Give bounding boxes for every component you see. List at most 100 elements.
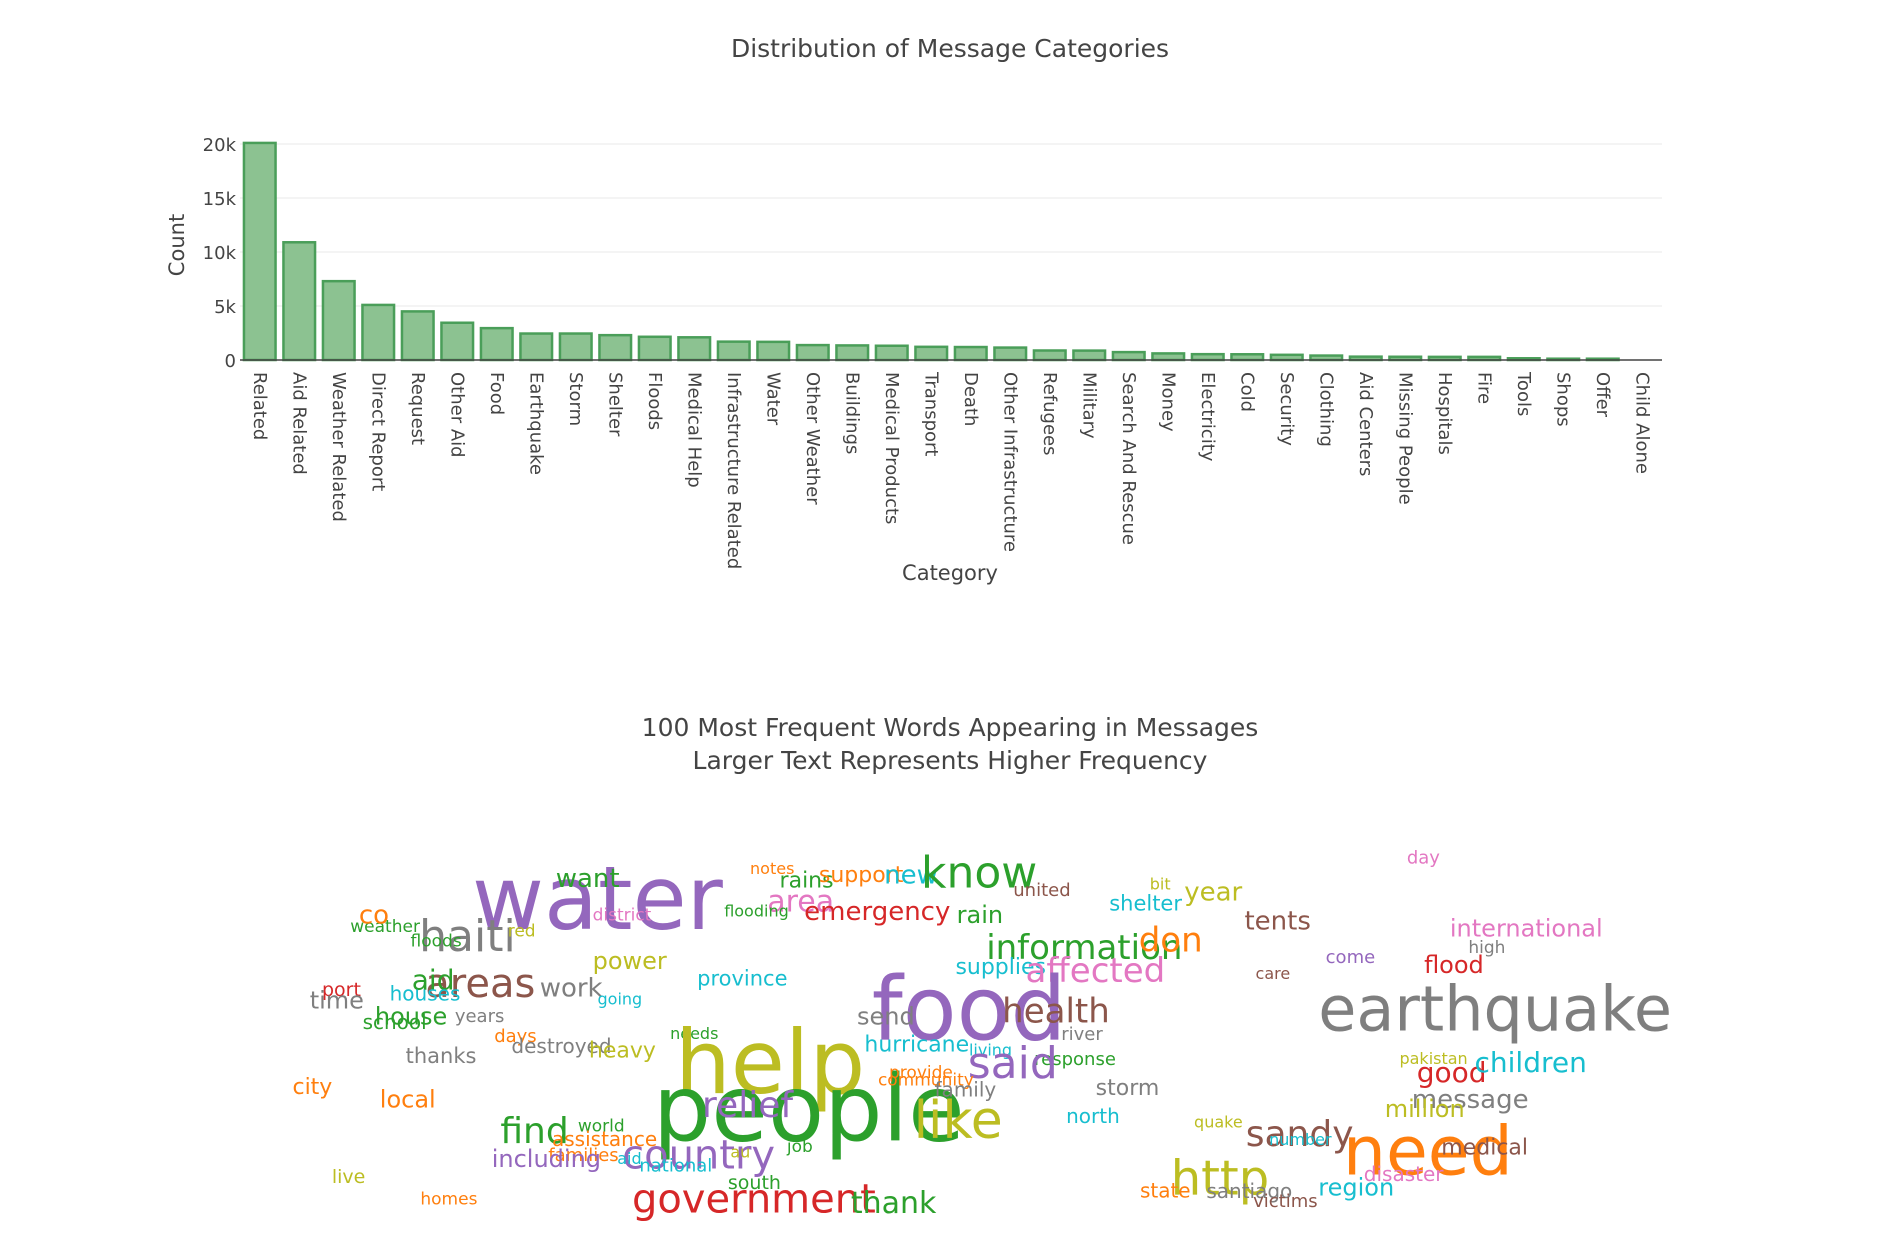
x-tick-label: Clothing [1315, 372, 1336, 447]
x-tick-label: Floods [644, 372, 665, 430]
x-tick-label: Death [960, 372, 981, 426]
word: district [593, 906, 652, 926]
word: au [730, 1142, 750, 1161]
word: sandy [1246, 1114, 1354, 1155]
word: notes [750, 859, 794, 878]
word-cloud-title-line-1: 100 Most Frequent Words Appearing in Mes… [642, 713, 1259, 742]
x-tick-label: Other Infrastructure [999, 372, 1020, 552]
bar-chart-title: Distribution of Message Categories [731, 34, 1169, 63]
x-tick-label: Military [1078, 372, 1099, 439]
bar [835, 344, 870, 362]
word: river [1061, 1024, 1103, 1045]
x-tick-label: Cold [1236, 372, 1257, 412]
bar [716, 340, 751, 362]
word: red [508, 922, 536, 942]
x-tick-label: Medical Help [683, 372, 704, 488]
x-tick-label: Food [486, 372, 507, 415]
word: don [1139, 920, 1203, 960]
word: find [500, 1111, 568, 1152]
x-tick-label: Direct Report [367, 372, 388, 491]
y-axis-title: Count [165, 214, 189, 276]
word: provide [889, 1063, 953, 1083]
word: high [1468, 938, 1505, 958]
word: million [1385, 1095, 1465, 1123]
x-tick-label: Tools [1513, 371, 1534, 416]
word: affected [1026, 951, 1166, 991]
word: year [1184, 878, 1242, 908]
word: quake [1194, 1113, 1243, 1132]
word: family [935, 1077, 997, 1101]
word: tents [1244, 906, 1310, 936]
word: haiti [419, 911, 516, 962]
word: state [1140, 1178, 1191, 1202]
word: destroyed [511, 1034, 611, 1058]
bar [558, 332, 593, 362]
x-tick-label: Storm [565, 372, 586, 426]
word: school [363, 1010, 427, 1034]
bar [519, 332, 554, 362]
word: care [1256, 964, 1291, 983]
bars [242, 141, 1620, 362]
word: said [968, 1038, 1058, 1089]
word: local [380, 1085, 436, 1113]
x-tick-label: Medical Products [881, 372, 902, 524]
word: time [310, 987, 364, 1015]
x-tick-label: Shelter [604, 372, 625, 437]
word: information [986, 928, 1182, 968]
bar [1230, 353, 1265, 362]
x-tick-label: Missing People [1394, 372, 1415, 505]
word: days [494, 1026, 537, 1047]
bar [1032, 349, 1067, 362]
bar [1072, 349, 1107, 362]
word: port [322, 979, 361, 1001]
bar [598, 333, 633, 362]
word: living [969, 1040, 1012, 1059]
word: area [767, 885, 834, 920]
word: medical [1441, 1136, 1528, 1161]
bar [953, 345, 988, 362]
x-tick-labels: Related Aid Related Weather Related Direct … [249, 371, 1653, 569]
x-tick-label: Water [762, 372, 783, 426]
word-cloud-chart: 100 Most Frequent Words Appearing in Mes… [292, 713, 1672, 1223]
word: south [728, 1172, 781, 1194]
word: houses [390, 981, 461, 1005]
x-tick-label: Search And Rescue [1118, 372, 1139, 545]
x-tick-label: Shops [1552, 372, 1573, 427]
bar [242, 141, 277, 362]
word: number [1269, 1130, 1332, 1149]
bar [795, 343, 830, 362]
y-tick-label: 15k [203, 189, 237, 210]
word: families [548, 1145, 618, 1166]
word: including [492, 1145, 601, 1173]
word: flooding [724, 901, 789, 920]
x-tick-label: Hospitals [1434, 372, 1455, 455]
y-tick-label: 5k [214, 297, 236, 318]
y-tick-label: 20k [203, 135, 237, 156]
word: like [914, 1091, 1003, 1151]
word: floods [411, 932, 462, 952]
bar [479, 326, 514, 362]
word: job [786, 1137, 813, 1157]
category-bar-chart: Distribution of Message Categories 0 5k 10… [165, 34, 1662, 585]
x-tick-label: Fire [1473, 372, 1494, 404]
x-tick-label: Transport [920, 371, 941, 456]
word: flood [1424, 951, 1484, 979]
word: good [1417, 1056, 1487, 1089]
word: world [578, 1117, 625, 1137]
x-tick-label: Offer [1592, 372, 1613, 418]
word: weather [350, 917, 420, 937]
word: pakistan [1399, 1049, 1467, 1068]
word: assistance [552, 1127, 657, 1151]
x-tick-label: Other Weather [802, 372, 823, 505]
word: areas [425, 961, 535, 1007]
word: city [292, 1075, 332, 1100]
bar-gridlines [240, 143, 1662, 307]
word: province [697, 966, 787, 990]
word: children [1475, 1046, 1587, 1079]
word: heavy [589, 1038, 656, 1063]
bar [1151, 352, 1186, 362]
x-axis-title: Category [902, 561, 998, 585]
x-tick-label: Related [249, 372, 270, 440]
word: santiago [1206, 1179, 1292, 1203]
